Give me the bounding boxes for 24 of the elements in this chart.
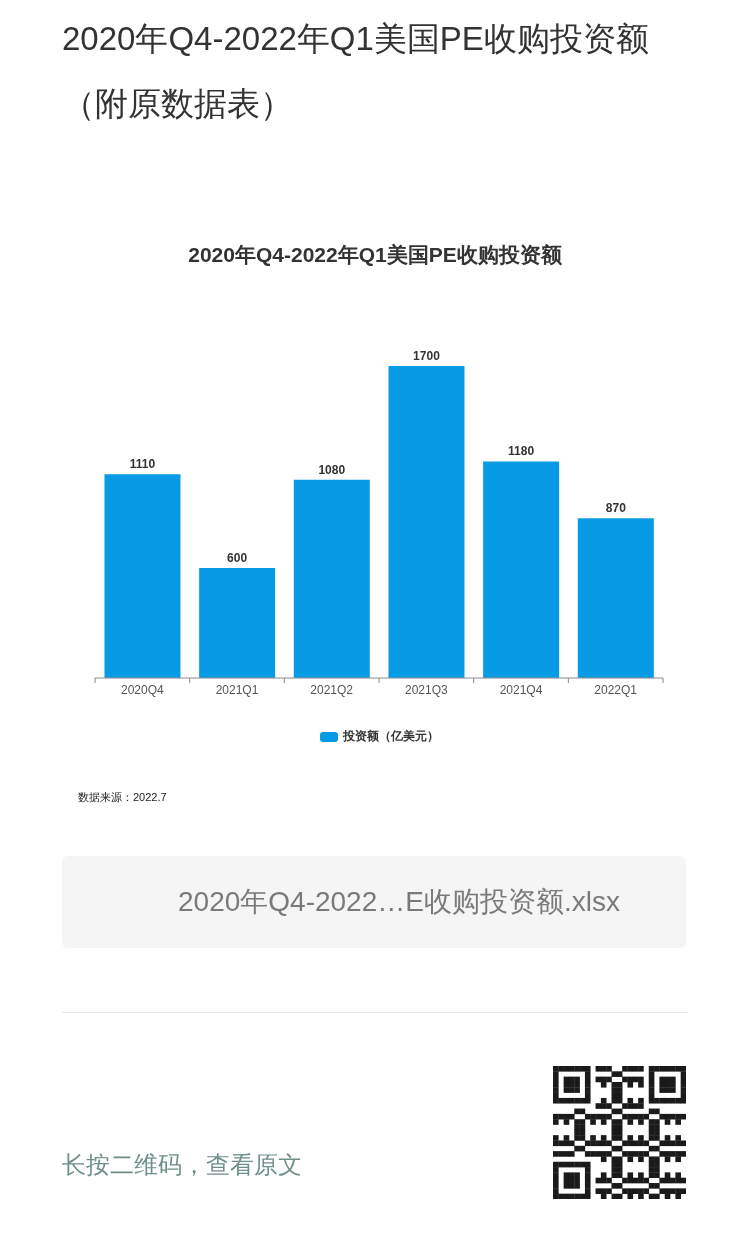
bar (293, 479, 370, 678)
bar (388, 366, 465, 678)
data-label: 1180 (508, 444, 535, 459)
data-label: 870 (605, 501, 627, 516)
data-label: 1110 (129, 457, 156, 472)
x-tick-label: 2022Q1 (594, 683, 638, 697)
x-tick-label: 2021Q4 (499, 683, 543, 697)
source-note: 数据来源：2022.7 (78, 791, 167, 803)
x-tick-label: 2020Q4 (120, 683, 165, 697)
chart-title: 2020年Q4-2022年Q1美国PE收购投资额（附原数据表） (62, 20, 649, 122)
chart-subtitle: 2020年Q4-2022年Q1美国PE收购投资额 (188, 243, 562, 266)
data-label: 600 (227, 550, 248, 565)
bar (199, 567, 276, 678)
text: 2020年Q4-2022…E收购投资额.xlsx (178, 885, 620, 919)
x-tick-label: 2021Q2 (310, 683, 354, 697)
bar (483, 461, 560, 678)
bar (104, 474, 181, 678)
bar (577, 518, 654, 678)
text: 长按二维码，查看原文 (62, 1151, 302, 1178)
legend-label: 投资额（亿美元） (341, 728, 439, 745)
x-tick-label: 2021Q3 (404, 683, 449, 697)
data-label: 1700 (413, 349, 441, 363)
x-tick-label: 2021Q1 (215, 683, 259, 697)
data-label: 1080 (318, 462, 346, 477)
